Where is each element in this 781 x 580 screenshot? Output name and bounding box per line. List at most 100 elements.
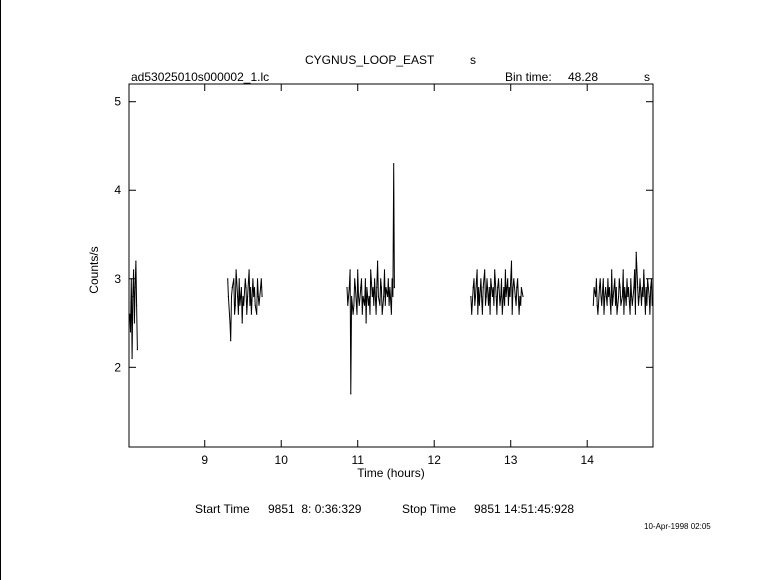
data-point: [369, 313, 371, 315]
data-point: [245, 287, 247, 289]
data-point: [260, 287, 262, 289]
data-point: [637, 304, 640, 306]
data-point: [474, 304, 476, 306]
data-point: [644, 313, 647, 315]
data-point: [611, 304, 614, 306]
data-point: [492, 287, 494, 289]
data-point: [626, 278, 628, 280]
bin-time-value: 48.28: [568, 70, 599, 84]
data-point: [603, 313, 605, 315]
data-point: [234, 304, 236, 306]
data-point: [250, 287, 252, 289]
data-point: [643, 269, 645, 271]
data-point: [612, 295, 614, 298]
data-point: [248, 269, 250, 271]
data-point: [387, 295, 389, 298]
data-point: [242, 295, 244, 298]
data-point: [520, 304, 522, 306]
data-point: [491, 295, 493, 298]
data-point: [601, 304, 603, 306]
data-point: [496, 313, 498, 315]
data-point: [621, 295, 624, 298]
data-point: [597, 313, 599, 315]
data-point: [637, 287, 639, 289]
data-point: [367, 304, 369, 306]
data-point: [246, 313, 248, 315]
data-point: [372, 287, 374, 289]
object-title: CYGNUS_LOOP_EAST: [305, 53, 435, 67]
data-point: [494, 269, 496, 271]
data-point: [514, 295, 516, 298]
data-point: [256, 313, 258, 315]
data-point: [493, 304, 495, 306]
data-point: [631, 295, 633, 298]
data-point: [351, 295, 353, 298]
data-point: [230, 340, 232, 342]
data-point: [625, 304, 627, 306]
data-point: [375, 313, 377, 315]
data-point: [348, 287, 350, 289]
data-point: [624, 287, 626, 289]
data-point: [377, 295, 379, 298]
data-point: [639, 278, 641, 280]
data-point: [647, 278, 649, 280]
data-point: [389, 287, 391, 289]
data-point: [358, 304, 360, 306]
data-point: [634, 269, 636, 271]
data-point: [606, 304, 608, 306]
data-point: [631, 304, 633, 306]
data-point: [478, 304, 480, 306]
light-curve-line: [129, 163, 653, 394]
data-point: [136, 304, 138, 306]
data-point: [230, 295, 233, 298]
data-point: [500, 278, 503, 280]
data-point: [635, 251, 637, 253]
data-point: [510, 260, 513, 262]
x-axis-label: Time (hours): [357, 466, 425, 480]
data-point: [605, 287, 607, 289]
data-point: [608, 295, 610, 298]
data-point: [374, 278, 376, 280]
data-point: [633, 287, 635, 289]
data-point: [229, 322, 231, 324]
plot-timestamp: 10-Apr-1998 02:05: [644, 522, 711, 531]
data-point: [518, 313, 520, 315]
data-point: [515, 304, 517, 306]
data-point: [370, 269, 372, 271]
window-left-border: [0, 0, 1, 580]
data-point: [356, 313, 358, 315]
data-point: [380, 287, 382, 289]
data-point: [256, 278, 259, 280]
data-point: [249, 304, 251, 306]
data-point: [473, 278, 475, 280]
object-suffix: s: [470, 53, 476, 67]
data-point: [365, 322, 367, 324]
data-point: [507, 304, 509, 306]
data-point: [239, 304, 241, 306]
data-point: [368, 295, 370, 298]
data-point: [361, 313, 363, 315]
data-point: [393, 287, 395, 289]
data-point: [596, 304, 598, 306]
data-point: [364, 304, 366, 306]
data-point: [260, 278, 262, 280]
data-point: [390, 313, 392, 315]
data-point: [134, 287, 136, 289]
data-point: [377, 260, 379, 262]
data-point: [508, 287, 510, 289]
bin-time-label: Bin time:: [505, 70, 552, 84]
data-point: [593, 287, 595, 289]
data-point: [261, 295, 263, 298]
data-point: [487, 304, 490, 306]
data-point: [638, 295, 640, 298]
data-point: [481, 295, 483, 298]
data-point: [481, 313, 483, 315]
data-point: [353, 304, 355, 306]
data-point: [392, 295, 394, 298]
data-point: [129, 313, 131, 315]
data-point: [602, 278, 604, 280]
data-point: [388, 304, 390, 306]
plot-frame: [128, 83, 654, 448]
data-point: [383, 269, 386, 271]
x-tick-label: 12: [428, 453, 442, 467]
